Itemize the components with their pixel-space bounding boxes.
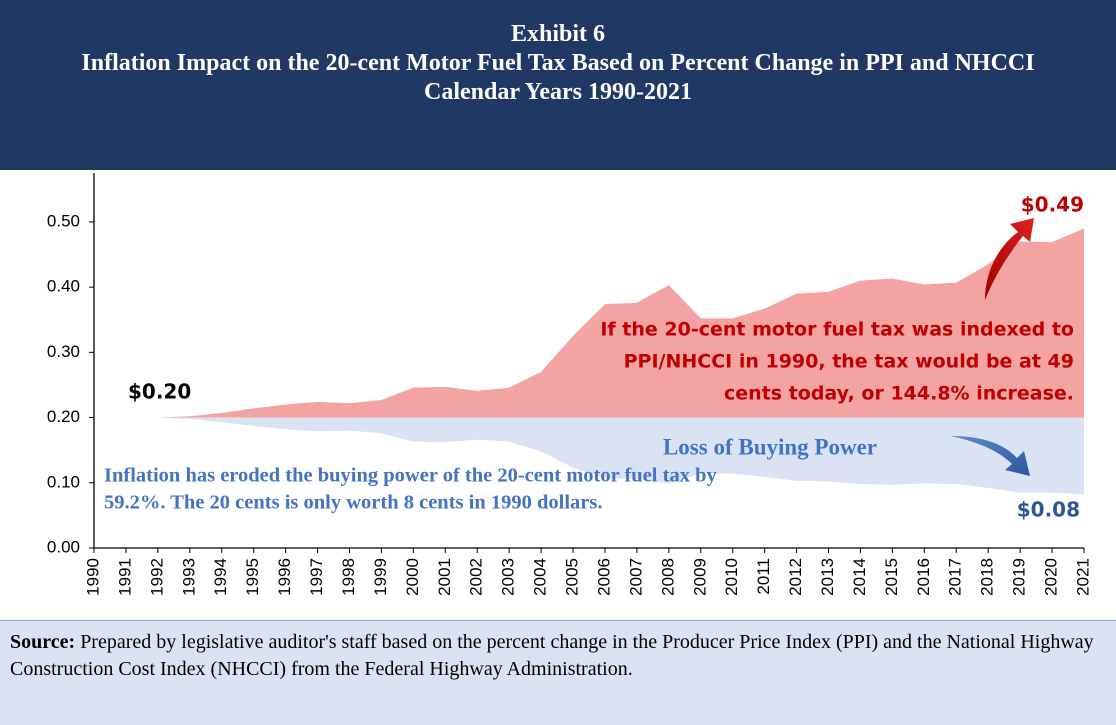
x-tick-label: 1990 [83, 558, 102, 596]
x-tick-label: 2010 [722, 558, 741, 596]
x-tick-label: 1996 [275, 558, 294, 596]
x-tick-label: 2009 [690, 558, 709, 596]
x-tick-label: 2011 [754, 558, 773, 595]
y-tick-label: 0.30 [47, 342, 80, 361]
x-tick-label: 2005 [563, 558, 582, 596]
x-tick-label: 2004 [531, 558, 550, 596]
annotation: cents today, or 144.8% increase. [724, 383, 1074, 405]
annotation: Inflation has eroded the buying power of… [104, 465, 717, 487]
chart-subtitle: Calendar Years 1990-2021 [424, 79, 692, 105]
y-tick-label: 0.20 [47, 407, 80, 426]
x-tick-label: 2016 [914, 558, 933, 596]
x-tick-label: 2007 [626, 558, 645, 596]
red-arrow [985, 218, 1034, 300]
x-tick-label: 2002 [467, 558, 486, 596]
x-tick-label: 2015 [882, 558, 901, 596]
x-tick-label: 2017 [946, 558, 965, 596]
x-tick-label: 2008 [658, 558, 677, 596]
source-label: Source: [10, 631, 76, 653]
x-tick-label: 2000 [403, 558, 422, 596]
x-tick-label: 1992 [147, 558, 166, 596]
chart-subtitle: Inflation Impact on the 20-cent Motor Fu… [81, 50, 1035, 76]
x-tick-label: 1991 [115, 558, 134, 596]
source-text: Prepared by legislative auditor's staff … [10, 631, 1094, 680]
x-tick-label: 2019 [1010, 558, 1029, 596]
area [94, 228, 1084, 418]
y-tick-label: 0.50 [47, 211, 80, 230]
x-tick-label: 1998 [339, 558, 358, 596]
x-tick-label: 1995 [243, 558, 262, 596]
x-tick-label: 1999 [371, 558, 390, 596]
annotation: 59.2%. The 20 cents is only worth 8 cent… [104, 492, 602, 514]
footer: Source: Prepared by legislative auditor'… [0, 620, 1116, 725]
area [94, 417, 1084, 495]
x-tick-label: 2014 [850, 558, 869, 596]
x-tick-label: 2018 [978, 558, 997, 596]
y-tick-label: 0.00 [47, 537, 80, 556]
x-tick-label: 2013 [818, 558, 837, 596]
annotation: Loss of Buying Power [663, 434, 877, 459]
chart-title: Exhibit 6 [510, 21, 606, 47]
annotation: $0.20 [128, 380, 191, 404]
x-tick-label: 2021 [1073, 558, 1092, 596]
x-tick-label: 2006 [594, 558, 613, 596]
x-tick-label: 2012 [786, 558, 805, 596]
y-tick-label: 0.10 [47, 472, 80, 491]
x-tick-label: 1997 [307, 558, 326, 596]
header: Exhibit 6 Inflation Impact on the 20-cen… [0, 0, 1116, 170]
x-tick-label: 2020 [1042, 558, 1061, 596]
annotation: $0.49 [1021, 193, 1084, 217]
x-tick-label: 1993 [179, 558, 198, 596]
chart: 0.00 0.10 0.20 0.30 0.40 0.50 1990 1991 1992 1993… [47, 173, 1092, 596]
y-tick-label: 0.40 [47, 277, 80, 296]
annotation: If the 20-cent motor fuel tax was indexe… [600, 319, 1074, 341]
x-tick-label: 1994 [211, 558, 230, 596]
annotation: PPI/NHCCI in 1990, the tax would be at 4… [624, 351, 1074, 373]
x-tick-label: 2003 [499, 558, 518, 596]
x-tick-label: 2001 [435, 558, 454, 596]
blue-arrow [950, 436, 1030, 476]
annotation: $0.08 [1017, 498, 1080, 522]
